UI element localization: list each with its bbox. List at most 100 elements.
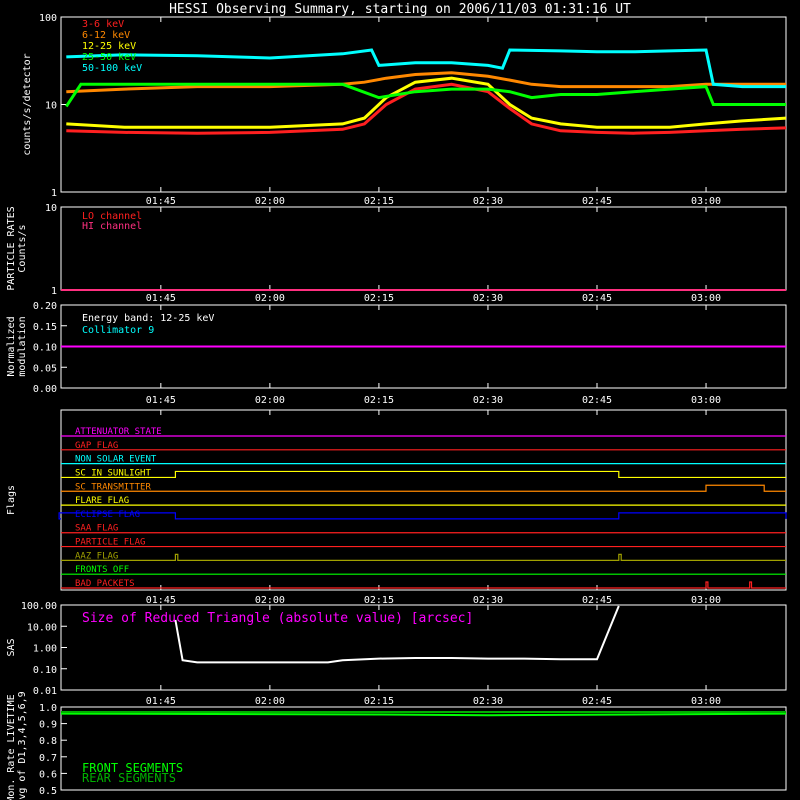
flag-line [61,484,786,492]
x-tick-label: 02:15 [364,293,394,304]
count-rates-panel: 01:45 02:00 02:15 02:30 02:45 03:00 1 10 100 coun… [22,13,787,207]
x-tick-label: 02:30 [473,696,503,707]
flag-label: ATTENUATOR STATE [75,427,162,437]
y-axis-label: Mon. Rate LIVETIME [6,694,17,800]
legend-entry: LO channel [82,211,142,222]
x-tick-label: 02:00 [255,196,285,207]
x-tick-label: 02:30 [473,196,503,207]
y-tick-label: 0.8 [39,736,57,747]
series-line-25-50-kev [65,82,786,108]
livetime-panel: 0.5 0.6 0.7 0.8 0.9 1.0 Mon. Rate LIVETIME avg … [6,691,787,800]
x-tick-label: 02:15 [364,196,394,207]
modulation-annotation: Energy band: 12-25 keV [82,313,214,324]
flag-label: ECLIPSE FLAG [75,510,140,520]
y-tick-label: 1.00 [33,644,57,655]
y-tick-label: 0.01 [33,686,57,697]
y-tick-label: 0.10 [33,343,57,354]
x-tick-label: 01:45 [146,595,176,606]
chart-title: HESSI Observing Summary, starting on 200… [169,2,631,17]
modulation-annotation: Collimator 9 [82,325,154,336]
x-tick-label: 02:45 [582,293,612,304]
modulation-panel: 01:45 02:00 02:15 02:30 02:45 03:00 0.00 0.05 0.… [6,301,787,406]
y-tick-label: 1 [51,286,57,297]
livetime-frame [60,706,787,791]
flag-label: SAA FLAG [75,524,118,534]
flag-line [61,581,786,589]
count-rates-frame [60,16,787,193]
panels: 01:45 02:00 02:15 02:30 02:45 03:00 1 10 100 coun… [6,13,787,800]
y-tick-label: 0.05 [33,363,57,374]
flag-label: PARTICLE FLAG [75,538,145,548]
y-tick-label: 0.20 [33,301,57,312]
x-tick-label: 03:00 [691,696,721,707]
flag-label: AAZ FLAG [75,551,118,561]
series-line-50-100-kev [66,48,786,89]
x-tick-label: 01:45 [146,696,176,707]
x-tick-label: 02:15 [364,595,394,606]
flag-line [61,553,786,561]
flag-line [61,470,786,479]
y-tick-label: 10 [45,101,57,112]
flags-frame [60,409,787,591]
y-tick-label: 0.6 [39,769,57,780]
flag-label: SC TRANSMITTER [75,482,151,492]
x-tick-label: 03:00 [691,196,721,207]
x-tick-label: 03:00 [691,395,721,406]
x-tick-label: 01:45 [146,293,176,304]
y-tick-label: 1.0 [39,703,57,714]
flag-label: NON SOLAR EVENT [75,455,157,465]
series-line-12-25-kev [66,76,787,129]
legend-entry: 3-6 keV [82,19,124,30]
x-tick-label: 02:30 [473,595,503,606]
x-tick-label: 02:00 [255,696,285,707]
legend-entry: REAR SEGMENTS [82,771,176,785]
flag-label: FRONTS OFF [75,565,129,575]
x-tick-label: 03:00 [691,595,721,606]
flag-label: SC IN SUNLIGHT [75,468,151,478]
legend-entry: 12-25 keV [82,41,136,52]
y-tick-label: 0.9 [39,720,57,731]
y-tick-label: 100.00 [21,601,57,612]
x-tick-label: 02:45 [582,196,612,207]
flag-line [58,512,787,520]
series-line-front-segments [60,712,787,717]
y-tick-label: 0.00 [33,384,57,395]
x-tick-label: 02:15 [364,696,394,707]
x-tick-label: 02:15 [364,395,394,406]
sas-annotation: Size of Reduced Triangle (absolute value… [82,611,473,626]
series-line-6-12-kev [66,71,786,94]
x-tick-label: 02:00 [255,595,285,606]
legend-entry: FRONT SEGMENTS [82,761,183,775]
y-tick-label: 10 [45,203,57,214]
x-tick-label: 01:45 [146,395,176,406]
y-tick-label: 0.5 [39,786,57,797]
particle-rates-frame [60,206,787,291]
flag-label: BAD PACKETS [75,579,135,589]
y-tick-label: 100 [39,13,57,24]
y-axis-label: PARTICLE RATES [6,206,17,290]
particle-rates-panel: 01:45 02:00 02:15 02:30 02:45 03:00 1 10 PARTICL… [6,203,787,304]
legend-entry: 50-100 keV [82,63,142,74]
x-tick-label: 02:45 [582,395,612,406]
series-line-sas [174,605,620,664]
y-tick-label: 10.00 [27,622,57,633]
y-axis-label: SAS [6,638,17,656]
legend-entry: HI channel [82,221,142,232]
y-tick-label: 0.7 [39,753,57,764]
x-tick-label: 02:00 [255,395,285,406]
x-tick-label: 02:30 [473,293,503,304]
y-axis-label: Counts/s [17,224,28,272]
y-tick-label: 1 [51,188,57,199]
x-tick-label: 01:45 [146,196,176,207]
y-axis-label: avg of D1,3,4,5,6,9 [17,691,28,800]
flags-panel: 01:45 02:00 02:15 02:30 02:45 03:00 Flags ATTEN… [6,409,787,606]
legend-entry: 25-50 keV [82,52,136,63]
y-tick-label: 0.10 [33,665,57,676]
y-axis-label: modulation [17,316,28,376]
legend-entry: 6-12 keV [82,30,130,41]
y-axis-label: Flags [6,485,17,515]
x-tick-label: 02:00 [255,293,285,304]
series-line-3-6-kev [66,82,787,135]
x-tick-label: 02:45 [582,696,612,707]
